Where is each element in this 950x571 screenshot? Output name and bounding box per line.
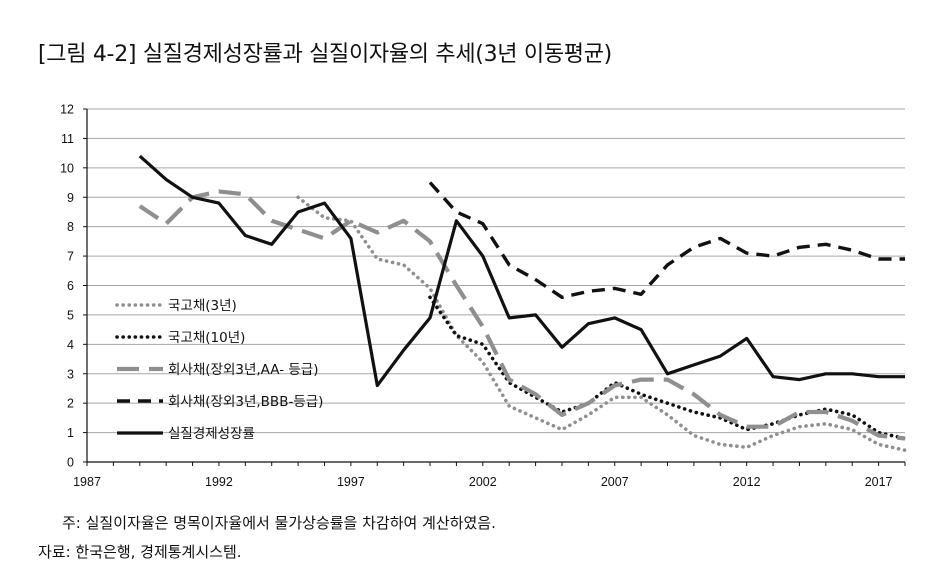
x-tick-label: 1992 [205,475,233,489]
y-tick-label: 0 [67,456,74,470]
series-line-4 [428,181,905,299]
y-tick-label: 6 [67,279,74,293]
legend-label-1: 국고채(3년) [168,298,237,314]
y-tick-label: 12 [60,103,74,117]
footnote: 주: 실질이자율은 명목이자율에서 물가상승률을 차감하여 계산하였음. [62,514,496,532]
series-lines [138,154,907,453]
x-tick-label: 2012 [733,475,761,489]
y-tick-label: 5 [67,308,74,322]
series-line-5 [138,154,905,388]
y-tick-label: 8 [67,220,74,234]
legend-label-2: 국고채(10년) [168,330,245,346]
source-note: 자료: 한국은행, 경제통계시스템. [38,543,242,561]
x-tick-label: 2007 [601,475,629,489]
y-tick-label: 7 [67,250,74,264]
legend-label-4: 회사채(장외3년,BBB-등급) [168,394,323,410]
gridlines [87,108,905,434]
y-tick-label: 11 [61,132,74,146]
series-line-3 [138,189,906,441]
series-line-1 [296,195,907,453]
x-tick-label: 2017 [865,475,893,489]
y-tick-label: 3 [67,367,74,381]
legend: 국고채(3년) 국고채(10년) 회사채(장외3년,AA- 등급) 회사채(장외3년,… [115,298,323,442]
x-tick-label: 1987 [73,475,101,489]
x-tick-label: 1997 [337,475,365,489]
series-line-2 [428,295,907,441]
chart-title: [그림 4-2] 실질경제성장률과 실질이자율의 추세(3년 이동평균) [38,42,612,67]
x-tick-label: 2002 [469,475,497,489]
y-tick-label: 1 [67,426,74,440]
y-tick-label: 10 [60,161,74,175]
legend-label-5: 실질경제성장률 [168,426,255,442]
y-tick-label: 2 [67,397,74,411]
y-tick-label: 4 [67,338,74,352]
legend-label-3: 회사채(장외3년,AA- 등급) [168,362,319,378]
y-tick-label: 9 [67,191,74,205]
